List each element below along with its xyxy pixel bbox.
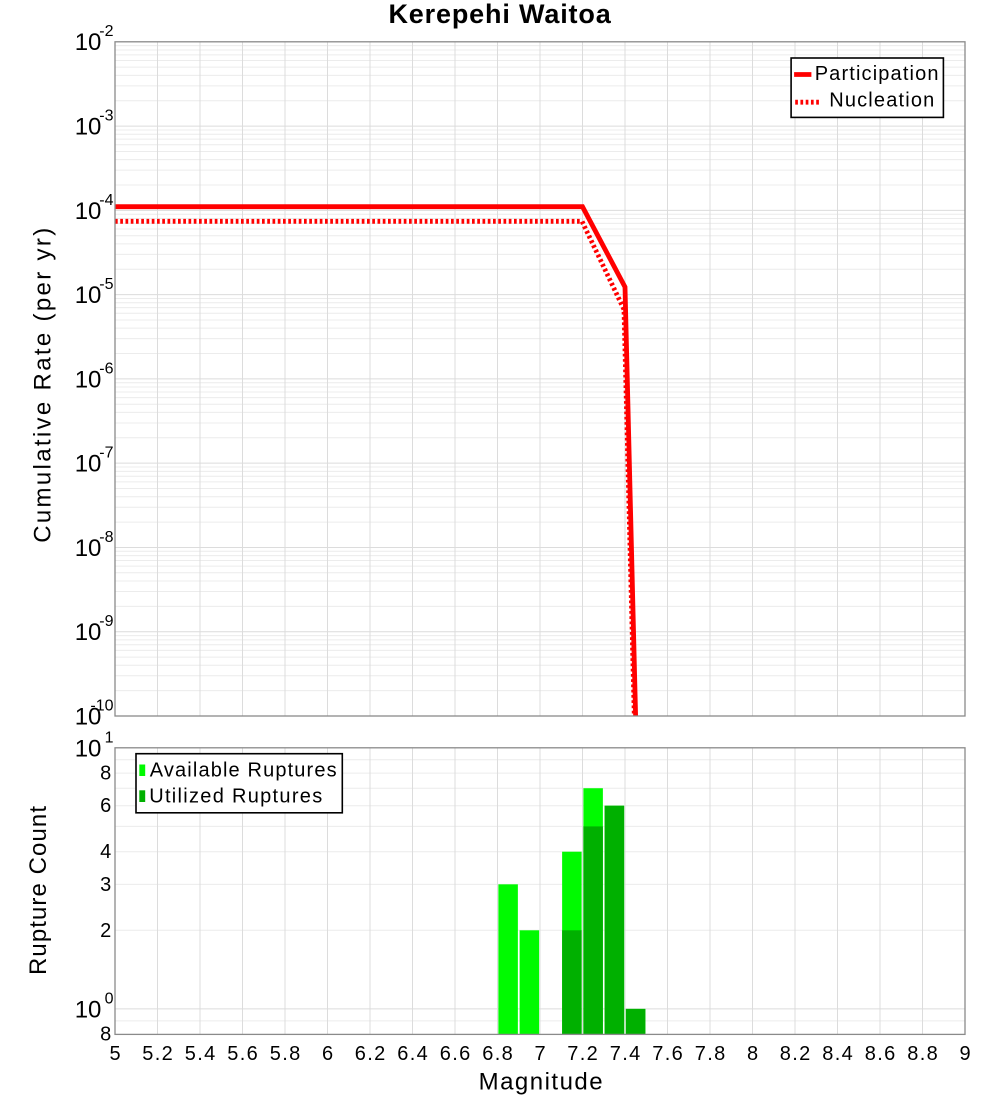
svg-text:8.6: 8.6 — [865, 1043, 896, 1065]
svg-text:2: 2 — [100, 920, 111, 942]
svg-text:Utilized Ruptures: Utilized Ruptures — [149, 786, 322, 808]
svg-text:6.2: 6.2 — [355, 1043, 386, 1065]
svg-text:0: 0 — [105, 991, 114, 1008]
svg-text:-8: -8 — [99, 529, 113, 546]
svg-text:Rupture Count: Rupture Count — [25, 806, 52, 975]
svg-text:Nucleation: Nucleation — [829, 89, 934, 111]
svg-text:5.6: 5.6 — [227, 1043, 258, 1065]
svg-text:10: 10 — [75, 29, 102, 56]
svg-text:6.6: 6.6 — [440, 1043, 471, 1065]
svg-text:Cumulative Rate (per yr): Cumulative Rate (per yr) — [30, 228, 57, 543]
svg-text:1: 1 — [105, 729, 114, 746]
svg-text:4: 4 — [100, 841, 111, 863]
svg-text:9: 9 — [959, 1043, 970, 1065]
svg-text:8.8: 8.8 — [907, 1043, 938, 1065]
svg-text:8.2: 8.2 — [780, 1043, 811, 1065]
svg-text:10: 10 — [75, 198, 102, 225]
svg-text:8: 8 — [100, 1024, 111, 1046]
svg-text:Participation: Participation — [815, 63, 939, 85]
svg-text:-9: -9 — [99, 613, 113, 630]
svg-text:3: 3 — [100, 874, 111, 896]
svg-text:Magnitude: Magnitude — [479, 1068, 603, 1095]
svg-text:6: 6 — [322, 1043, 333, 1065]
svg-text:-6: -6 — [99, 360, 113, 377]
svg-text:7: 7 — [534, 1043, 545, 1065]
svg-text:8: 8 — [100, 763, 111, 785]
svg-text:6.4: 6.4 — [397, 1043, 428, 1065]
svg-text:10: 10 — [75, 366, 102, 393]
svg-text:-4: -4 — [99, 192, 113, 209]
svg-text:Available Ruptures: Available Ruptures — [150, 760, 337, 782]
svg-text:10: 10 — [75, 703, 102, 730]
svg-text:5.4: 5.4 — [185, 1043, 216, 1065]
svg-text:8.4: 8.4 — [822, 1043, 853, 1065]
svg-text:5.2: 5.2 — [142, 1043, 173, 1065]
svg-text:7.2: 7.2 — [567, 1043, 598, 1065]
svg-text:-5: -5 — [99, 276, 113, 293]
svg-text:-2: -2 — [99, 23, 113, 40]
svg-text:7.4: 7.4 — [610, 1043, 641, 1065]
svg-text:10: 10 — [75, 282, 102, 309]
svg-text:10: 10 — [75, 451, 102, 478]
svg-text:7.8: 7.8 — [695, 1043, 726, 1065]
svg-text:10: 10 — [75, 619, 102, 646]
svg-text:8: 8 — [747, 1043, 758, 1065]
svg-text:10: 10 — [75, 735, 102, 762]
svg-text:5: 5 — [109, 1043, 120, 1065]
svg-text:Kerepehi Waitoa: Kerepehi Waitoa — [388, 0, 611, 29]
svg-text:-7: -7 — [99, 445, 113, 462]
svg-text:6: 6 — [100, 795, 111, 817]
svg-text:-3: -3 — [99, 107, 113, 124]
svg-text:10: 10 — [75, 535, 102, 562]
svg-text:6.8: 6.8 — [482, 1043, 513, 1065]
svg-text:-10: -10 — [90, 697, 113, 714]
svg-text:7.6: 7.6 — [652, 1043, 683, 1065]
svg-text:10: 10 — [75, 997, 102, 1024]
svg-text:10: 10 — [75, 113, 102, 140]
svg-text:5.8: 5.8 — [270, 1043, 301, 1065]
